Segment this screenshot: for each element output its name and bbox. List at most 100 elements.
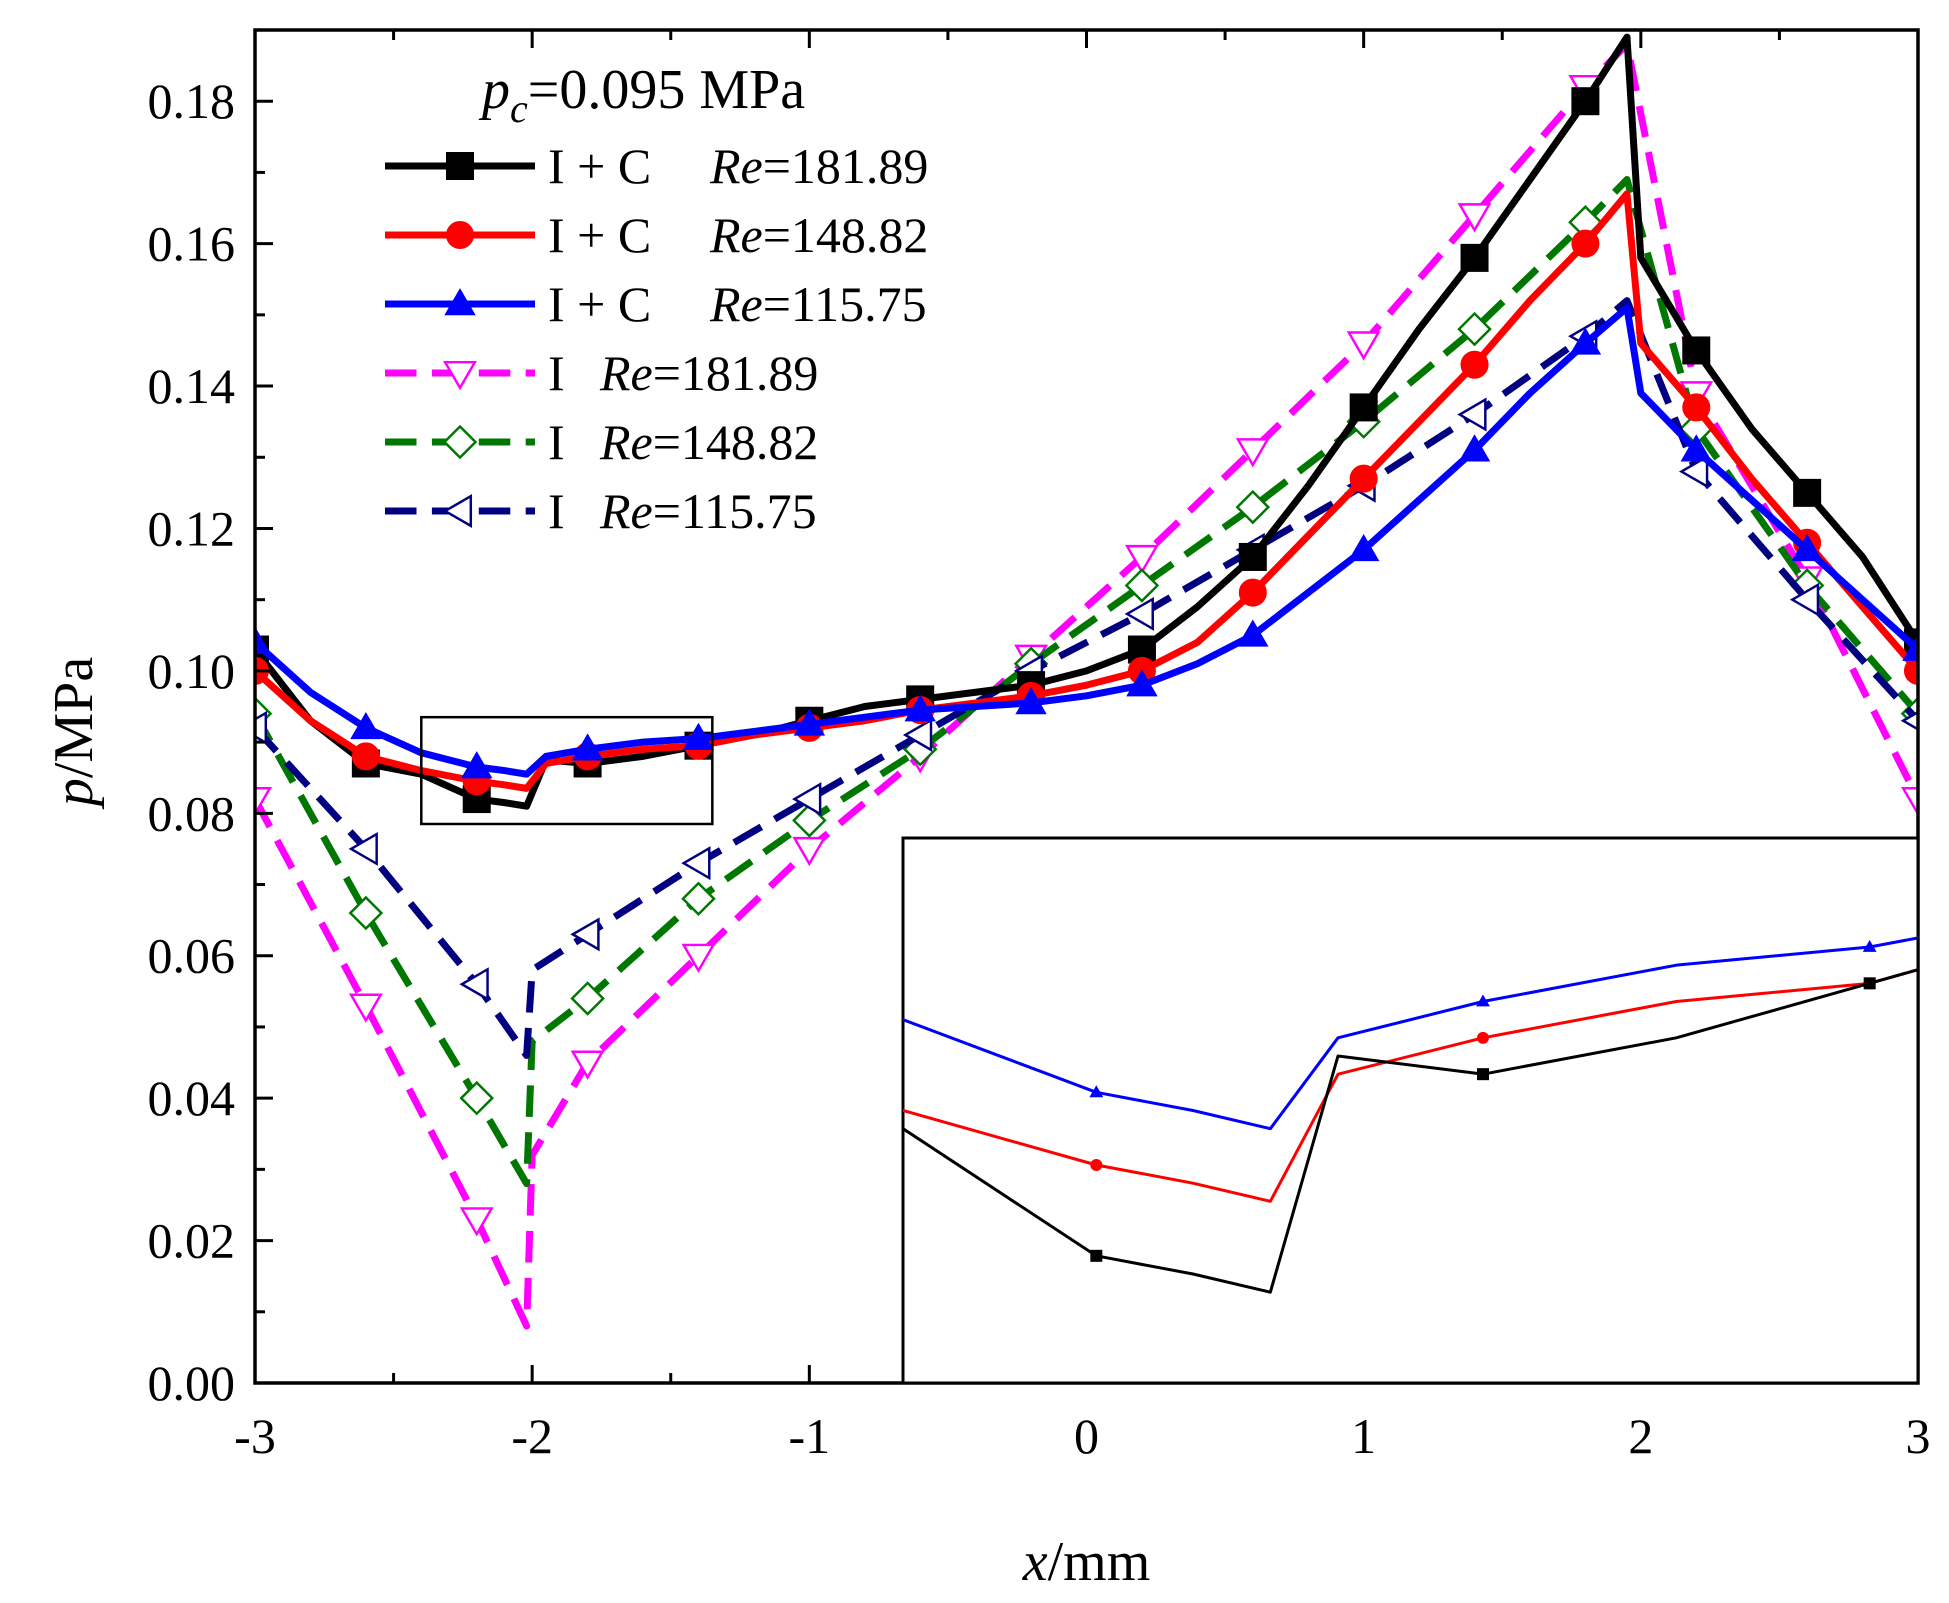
inset-series-1-point-4 (1477, 1068, 1489, 1081)
series-1-point-11 (1349, 393, 1378, 422)
series-4-point-4 (570, 1050, 605, 1080)
series-6-point-3 (459, 967, 489, 1002)
series-3-point-6 (793, 708, 826, 736)
legend-swatch-marker (443, 360, 477, 391)
series-3-point-4 (571, 733, 604, 761)
series-3 (255, 304, 1918, 779)
y-tick-label: 0.04 (148, 1070, 236, 1126)
series-3-point-14 (1680, 434, 1712, 462)
series-5-point-10 (1235, 489, 1271, 525)
series-group (255, 33, 1918, 1330)
legend-entry-4: I Re=181.89 (385, 345, 818, 401)
series-3-point-10 (1237, 619, 1269, 647)
x-tick-label: 2 (1628, 1408, 1653, 1464)
legend-entry-2: I + C Re=148.82 (385, 207, 928, 263)
legend-entry-6: I Re=115.75 (385, 483, 817, 539)
series-3-point-15 (1791, 533, 1823, 562)
legend-label: I + C Re=181.89 (548, 138, 928, 194)
series-6-point-4 (570, 917, 600, 952)
legend: pc=0.095 MPa I + C Re=181.89 I + C Re=148.82… (385, 59, 928, 539)
series-6-point-7 (902, 718, 933, 752)
series-4-point-5 (681, 943, 716, 974)
x-tick-label: 1 (1351, 1408, 1376, 1464)
legend-swatch-marker (442, 494, 473, 528)
legend-entry-5: I Re=148.82 (385, 414, 818, 470)
series-2-point-13 (1571, 229, 1600, 258)
series-3-point-8 (1015, 687, 1047, 715)
series-1-point-15 (1793, 478, 1822, 507)
series-3-point-16 (1902, 633, 1918, 661)
series-5-point-5 (681, 881, 716, 917)
y-tick-label: 0.12 (148, 500, 236, 556)
y-tick-label: 0.08 (148, 785, 236, 841)
series-6-point-5 (681, 846, 711, 881)
series-3-point-2 (350, 712, 382, 740)
series-3-point-3 (461, 751, 493, 779)
series-5-point-4 (570, 981, 605, 1016)
series-3-point-1 (255, 626, 271, 654)
y-tick-label: 0.02 (148, 1213, 236, 1269)
legend-entry-1: I + C Re=181.89 (385, 138, 928, 194)
series-5 (255, 176, 1918, 1188)
inset-series-3 (903, 936, 1918, 1131)
zoom-box (420, 715, 714, 826)
series-4-point-12 (1457, 203, 1492, 233)
series-6-point-12 (1457, 397, 1487, 432)
inset-series-1-point-5 (1863, 977, 1876, 990)
inset-series-3-point-4 (1476, 994, 1490, 1007)
x-tick-label: -3 (234, 1408, 276, 1464)
legend-label: I + C Re=115.75 (548, 276, 927, 332)
legend-label: I Re=115.75 (548, 483, 817, 539)
series-2-point-14 (1682, 393, 1711, 422)
y-tick-label: 0.06 (148, 928, 236, 984)
series-3-point-12 (1458, 434, 1491, 462)
inset-series-3-point-3 (1089, 1085, 1104, 1098)
series-3-point-9 (1126, 669, 1158, 697)
series-2-line (255, 190, 1918, 792)
series-4-point-11 (1346, 331, 1381, 361)
series-5-point-2 (348, 895, 384, 931)
series-1-point-12 (1460, 243, 1489, 272)
inset-series-1-point-3 (1090, 1249, 1103, 1262)
series-1-point-10 (1238, 542, 1267, 571)
inset-series-2-point-3 (1090, 1159, 1103, 1171)
series-3-point-5 (682, 722, 715, 750)
series-6-point-6 (792, 782, 822, 817)
series-2-point-16 (1904, 656, 1918, 685)
series-4-point-6 (792, 836, 827, 867)
legend-label: I Re=181.89 (548, 345, 818, 401)
series-4-point-1 (255, 787, 272, 817)
series-3-point-13 (1569, 327, 1602, 355)
legend-title: pc=0.095 MPa (478, 59, 805, 131)
series-4-point-9 (1124, 544, 1159, 575)
y-tick-label: 0.00 (148, 1355, 236, 1411)
legend-swatch-marker (444, 288, 476, 316)
legend-swatch-marker (442, 424, 478, 460)
x-tick-label: 0 (1074, 1408, 1099, 1464)
inset-frame (901, 836, 1920, 1385)
y-tick-label: 0.10 (148, 643, 236, 699)
inset-series-2-line (903, 968, 1918, 1203)
plot-area (255, 33, 1918, 1330)
series-6-point-9 (1124, 596, 1154, 631)
inset-zoom (901, 836, 1920, 1385)
series-2-point-12 (1460, 350, 1489, 379)
series-3-line (255, 304, 1918, 778)
series-5-line (255, 176, 1918, 1188)
inset-series-2-point-4 (1477, 1031, 1489, 1044)
series-3-point-7 (904, 694, 936, 722)
x-tick-label: 3 (1906, 1408, 1931, 1464)
y-axis-title: p/MPa (43, 657, 105, 810)
series-6-point-16 (1900, 710, 1918, 731)
series-2-point-10 (1238, 578, 1267, 607)
series-6-point-1 (255, 710, 268, 745)
y-tick-label: 0.16 (148, 216, 236, 272)
series-6-point-14 (1678, 454, 1709, 489)
inset-series-3-line (903, 936, 1918, 1131)
y-tick-label: 0.18 (148, 73, 236, 129)
series-5-point-3 (459, 1080, 494, 1116)
series-4-point-10 (1235, 438, 1270, 468)
series-2-point-11 (1349, 464, 1378, 493)
legend-swatch-marker (446, 221, 474, 249)
